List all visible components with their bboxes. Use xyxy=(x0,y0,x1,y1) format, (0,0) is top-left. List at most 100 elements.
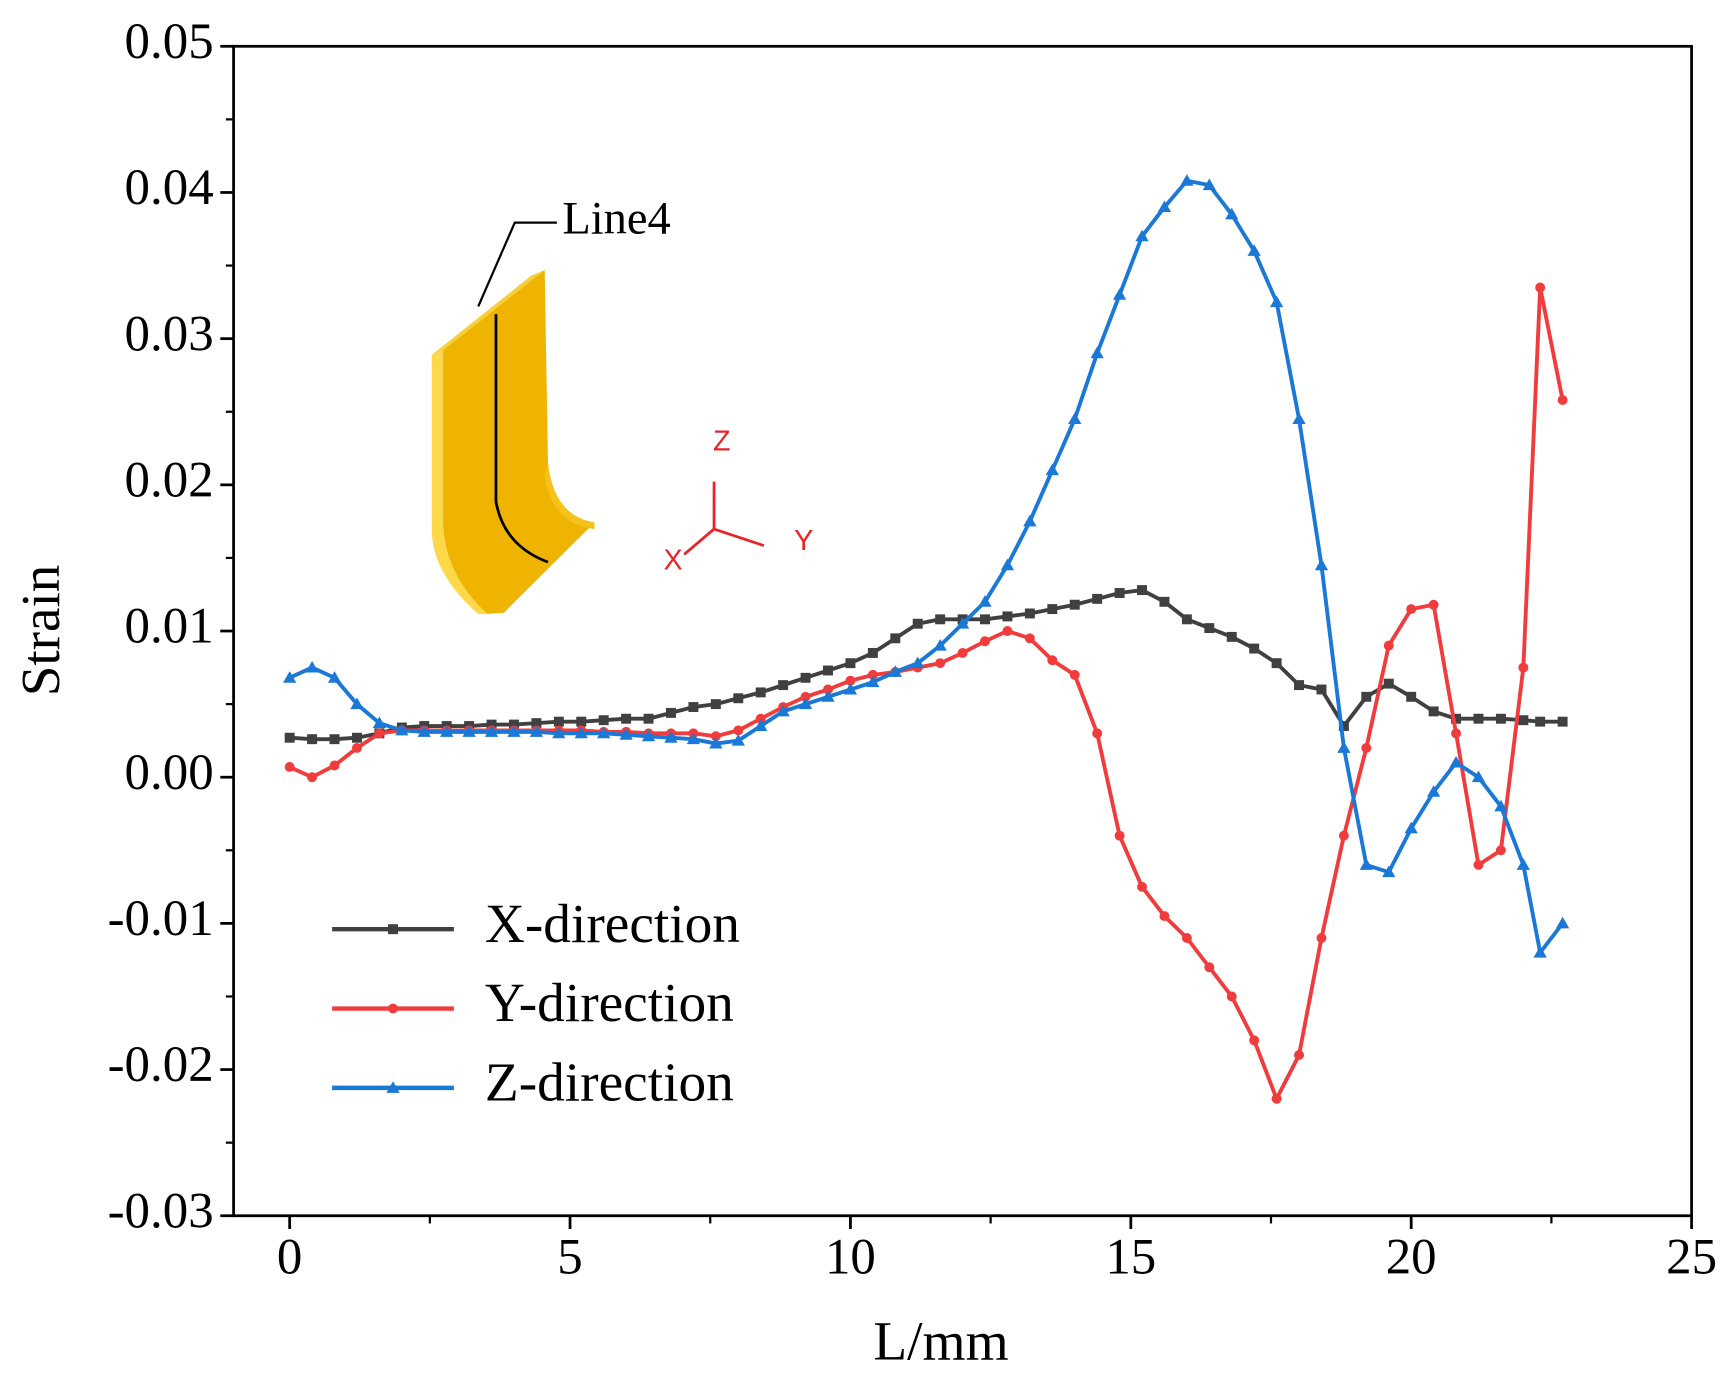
marker-triangle xyxy=(776,704,790,717)
x-tick-label: 15 xyxy=(1105,1229,1156,1285)
marker-circle xyxy=(1024,633,1035,644)
y-tick-label: 0.05 xyxy=(125,13,214,69)
marker-triangle xyxy=(327,671,342,683)
marker-square xyxy=(1114,588,1125,598)
marker-triangle xyxy=(933,639,947,651)
marker-square xyxy=(1518,715,1529,726)
marker-circle xyxy=(755,713,766,724)
marker-square xyxy=(1002,611,1013,622)
marker-triangle xyxy=(1404,821,1418,834)
marker-circle xyxy=(284,762,295,772)
marker-square xyxy=(845,658,856,669)
marker-square xyxy=(890,633,901,644)
marker-square xyxy=(1226,631,1237,642)
marker-circle xyxy=(1495,845,1506,856)
marker-square xyxy=(688,702,699,712)
series-line xyxy=(288,178,1565,955)
marker-circle xyxy=(1473,859,1484,870)
marker-triangle xyxy=(866,675,880,688)
marker-square xyxy=(1047,604,1058,615)
marker-circle xyxy=(1159,911,1170,922)
marker-square xyxy=(329,734,340,745)
inset-part: Line4 xyxy=(431,193,671,614)
marker-triangle xyxy=(1112,288,1127,300)
marker-circle xyxy=(733,725,744,736)
marker-square xyxy=(733,693,744,704)
marker-triangle xyxy=(372,716,387,729)
line4-path xyxy=(494,314,549,564)
marker-triangle xyxy=(1090,346,1104,359)
marker-circle xyxy=(935,658,946,669)
y-tick-label: 0.04 xyxy=(125,159,214,215)
marker-circle xyxy=(1047,655,1058,666)
marker-square xyxy=(1137,585,1148,596)
marker-circle xyxy=(1271,1093,1282,1104)
y-tick-label: 0.01 xyxy=(125,598,214,654)
marker-triangle xyxy=(843,682,858,695)
marker-square xyxy=(307,734,318,745)
legend-label: X-direction xyxy=(485,893,740,954)
marker-triangle xyxy=(1359,858,1373,870)
marker-triangle xyxy=(1247,244,1261,256)
marker-square xyxy=(1495,713,1506,724)
marker-triangle xyxy=(1533,946,1547,958)
marker-triangle xyxy=(1426,785,1441,797)
y-tick-label: -0.01 xyxy=(108,890,214,946)
marker-triangle xyxy=(1068,412,1082,425)
marker-circle xyxy=(957,647,968,658)
marker-triangle xyxy=(821,690,835,702)
marker-triangle xyxy=(1000,558,1015,571)
marker-triangle xyxy=(395,723,409,736)
marker-square xyxy=(1316,684,1327,695)
marker-square xyxy=(1092,593,1103,604)
marker-circle xyxy=(1451,728,1462,739)
marker-triangle xyxy=(1202,178,1216,191)
marker-square xyxy=(388,924,398,935)
marker-circle xyxy=(710,731,721,742)
marker-square xyxy=(1557,716,1568,727)
marker-square xyxy=(1451,713,1462,724)
marker-circle xyxy=(374,728,385,739)
marker-triangle xyxy=(1555,916,1570,929)
marker-triangle xyxy=(754,719,768,731)
marker-triangle xyxy=(1269,295,1284,308)
marker-square xyxy=(351,732,362,743)
marker-square xyxy=(1181,614,1192,625)
series xyxy=(283,174,1570,958)
marker-square xyxy=(598,715,609,726)
marker-triangle xyxy=(552,726,566,739)
marker-circle xyxy=(845,675,856,686)
x-tick-label: 0 xyxy=(277,1229,302,1285)
y-tick-label: 0.02 xyxy=(125,452,214,508)
marker-triangle xyxy=(1516,858,1530,870)
marker-square xyxy=(1428,706,1439,717)
marker-circle xyxy=(1557,395,1568,406)
marker-circle xyxy=(1226,991,1237,1002)
marker-square xyxy=(1361,691,1372,702)
marker-circle xyxy=(351,743,362,753)
marker-circle xyxy=(980,636,990,647)
marker-square xyxy=(1473,713,1484,724)
part-edge xyxy=(431,350,488,614)
marker-square xyxy=(621,713,632,724)
part-top xyxy=(431,270,545,355)
marker-triangle xyxy=(597,726,611,739)
marker-triangle xyxy=(529,725,544,737)
marker-square xyxy=(980,614,990,625)
marker-triangle xyxy=(440,725,454,737)
marker-circle xyxy=(1114,830,1125,841)
marker-triangle xyxy=(1382,865,1396,878)
marker-triangle xyxy=(417,725,431,737)
plot-frame xyxy=(232,44,1693,1218)
marker-circle xyxy=(307,772,318,783)
marker-circle xyxy=(1137,881,1148,892)
marker-square xyxy=(778,680,789,691)
marker-circle xyxy=(1383,640,1394,651)
marker-square xyxy=(1069,599,1080,610)
marker-circle xyxy=(1204,962,1215,973)
series-line xyxy=(289,588,1563,742)
marker-triangle xyxy=(386,1081,400,1093)
marker-circle xyxy=(1249,1035,1260,1046)
marker-triangle xyxy=(1180,174,1194,186)
y-tick-label: -0.02 xyxy=(108,1036,214,1092)
